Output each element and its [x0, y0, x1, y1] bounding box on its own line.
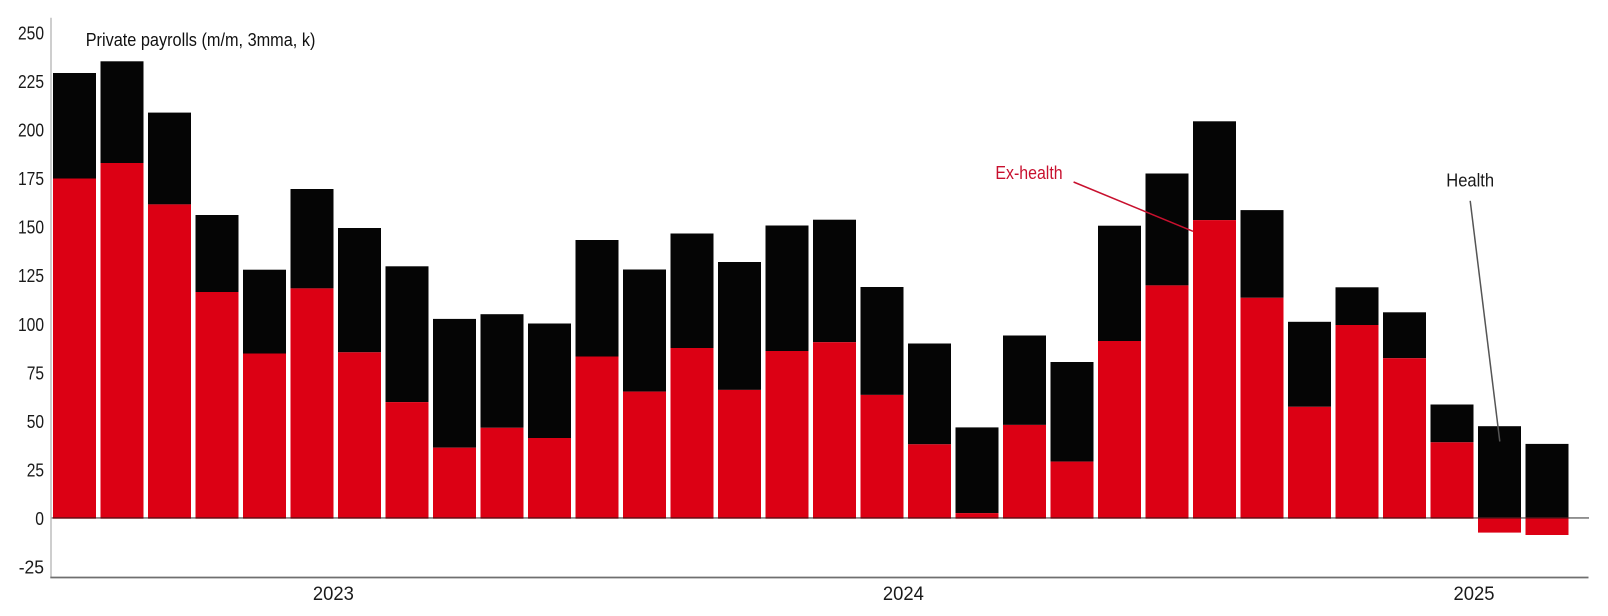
svg-text:125: 125 — [18, 265, 44, 286]
svg-text:25: 25 — [27, 459, 44, 480]
svg-text:75: 75 — [27, 362, 44, 383]
svg-text:50: 50 — [27, 411, 44, 432]
svg-text:Health: Health — [1446, 170, 1494, 191]
svg-text:2025: 2025 — [1454, 583, 1495, 605]
svg-text:2023: 2023 — [313, 583, 354, 605]
svg-text:250: 250 — [18, 23, 44, 44]
svg-text:0: 0 — [35, 508, 44, 529]
svg-text:Private payrolls (m/m, 3mma, k: Private payrolls (m/m, 3mma, k) — [86, 29, 316, 50]
svg-text:Ex-health: Ex-health — [995, 162, 1062, 183]
svg-text:175: 175 — [18, 168, 44, 189]
svg-text:225: 225 — [18, 71, 44, 92]
svg-text:150: 150 — [18, 217, 44, 238]
svg-text:-25: -25 — [19, 557, 44, 578]
svg-text:2024: 2024 — [883, 583, 924, 605]
svg-text:100: 100 — [18, 314, 44, 335]
svg-text:200: 200 — [18, 120, 44, 141]
